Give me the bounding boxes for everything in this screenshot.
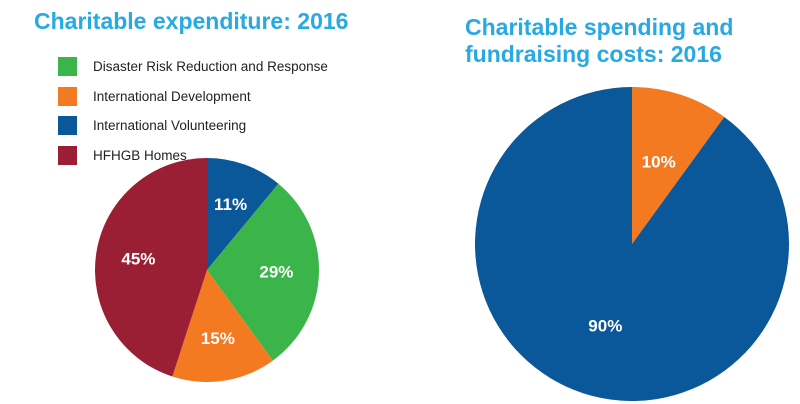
legend-item: International Volunteering bbox=[58, 111, 328, 141]
legend-label: Disaster Risk Reduction and Response bbox=[93, 59, 328, 75]
legend-item: International Development bbox=[58, 82, 328, 112]
legend-item: HFHGB Homes bbox=[58, 141, 328, 171]
legend-swatch bbox=[58, 57, 77, 77]
pie-slice-label: 11% bbox=[214, 195, 247, 214]
pie-chart-spending-and-fundraising: 10% 90% bbox=[475, 87, 789, 401]
pie-chart-charitable-expenditure: 11% 29% 15% 45% bbox=[95, 158, 319, 382]
legend-item: Disaster Risk Reduction and Response bbox=[58, 52, 328, 82]
pie-slice-label: 10% bbox=[642, 152, 676, 171]
legend-label: International Development bbox=[93, 88, 251, 104]
legend-swatch bbox=[58, 145, 77, 165]
pie-slice bbox=[172, 270, 273, 382]
chart-title-charitable-expenditure: Charitable expenditure: 2016 bbox=[34, 8, 349, 34]
legend-swatch bbox=[58, 116, 77, 136]
pie-slice bbox=[207, 183, 319, 361]
pie-slice bbox=[475, 87, 789, 401]
legend: Disaster Risk Reduction and Response Int… bbox=[58, 52, 328, 170]
pie-slice-label: 45% bbox=[121, 250, 155, 269]
pie-slice-label: 90% bbox=[588, 317, 622, 336]
legend-label: International Volunteering bbox=[93, 118, 247, 134]
pie-slice-label: 15% bbox=[201, 329, 235, 348]
chart-title-spending-and-fundraising: Charitable spending and fundraising cost… bbox=[465, 14, 734, 67]
pie-slice bbox=[95, 158, 207, 377]
pie-slice bbox=[632, 87, 725, 244]
legend-label: HFHGB Homes bbox=[93, 147, 187, 163]
legend-swatch bbox=[58, 86, 77, 106]
pie-slice-label: 29% bbox=[259, 263, 293, 282]
pie-slice bbox=[207, 158, 279, 270]
